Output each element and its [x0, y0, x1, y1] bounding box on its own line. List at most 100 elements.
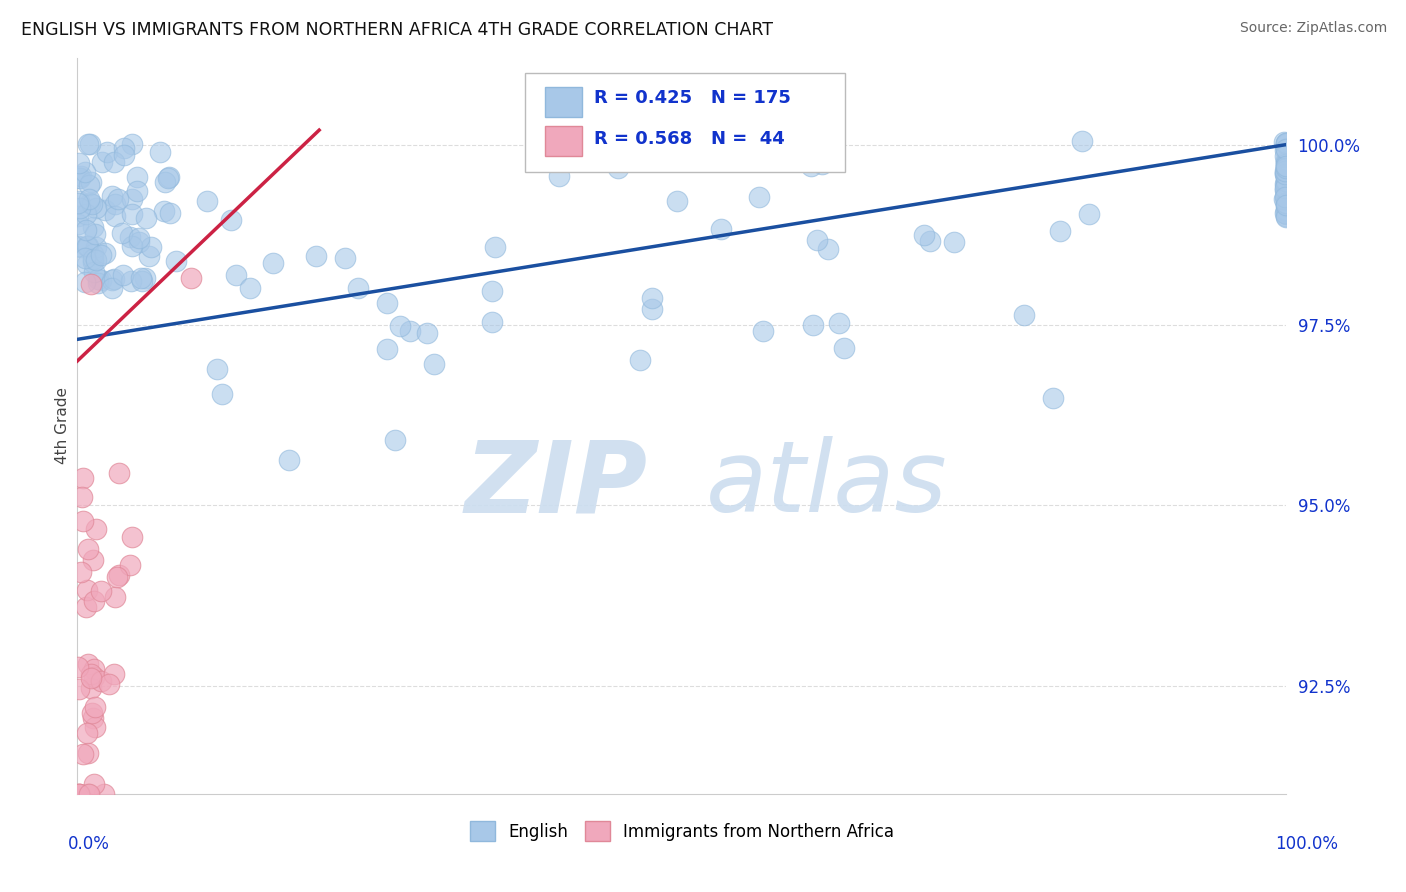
Point — [1275, 159, 1298, 173]
Point — [75, 600, 97, 615]
Point — [76, 238, 98, 252]
Text: R = 0.568   N =  44: R = 0.568 N = 44 — [593, 130, 785, 148]
Point — [67, 660, 90, 674]
FancyBboxPatch shape — [546, 127, 582, 156]
Point — [84, 252, 107, 267]
Point — [80, 666, 103, 681]
Point — [1012, 308, 1035, 322]
Point — [1275, 210, 1298, 224]
Point — [90, 248, 112, 262]
Point — [165, 253, 187, 268]
Point — [103, 667, 125, 681]
Y-axis label: 4th Grade: 4th Grade — [55, 387, 70, 465]
Point — [90, 674, 112, 689]
Point — [1275, 174, 1298, 188]
Point — [83, 593, 105, 607]
Point — [1275, 205, 1298, 219]
Point — [67, 787, 90, 801]
Point — [814, 145, 837, 160]
Point — [84, 720, 107, 734]
Point — [384, 433, 406, 447]
Point — [1275, 164, 1298, 178]
Point — [768, 134, 790, 148]
Point — [1274, 164, 1296, 178]
Point — [77, 192, 100, 206]
Point — [67, 787, 90, 801]
Point — [800, 159, 823, 173]
Point — [801, 318, 824, 332]
Point — [1275, 196, 1298, 211]
Point — [607, 161, 630, 176]
Point — [80, 681, 103, 696]
Point — [1274, 190, 1296, 204]
Point — [77, 787, 100, 801]
Point — [83, 777, 105, 791]
Point — [70, 169, 93, 183]
Point — [423, 357, 446, 371]
Point — [641, 291, 664, 305]
Point — [121, 136, 143, 151]
Point — [388, 318, 411, 333]
Point — [82, 220, 104, 235]
Point — [84, 240, 107, 254]
Text: R = 0.425   N = 175: R = 0.425 N = 175 — [593, 89, 790, 107]
Point — [1049, 224, 1071, 238]
Point — [84, 227, 107, 241]
Point — [101, 189, 124, 203]
Point — [84, 522, 107, 536]
Point — [67, 194, 90, 208]
Point — [806, 233, 828, 247]
Point — [1275, 186, 1298, 200]
Point — [104, 209, 127, 223]
Text: 100.0%: 100.0% — [1275, 835, 1339, 853]
Point — [134, 270, 156, 285]
Point — [1078, 207, 1101, 221]
Point — [159, 206, 181, 220]
Text: Source: ZipAtlas.com: Source: ZipAtlas.com — [1240, 21, 1388, 35]
Point — [1274, 183, 1296, 197]
Legend: English, Immigrants from Northern Africa: English, Immigrants from Northern Africa — [463, 814, 901, 848]
Point — [1274, 168, 1296, 182]
Point — [121, 239, 143, 253]
Point — [832, 341, 855, 355]
Point — [107, 192, 129, 206]
Point — [211, 386, 233, 401]
Point — [127, 185, 149, 199]
Text: ENGLISH VS IMMIGRANTS FROM NORTHERN AFRICA 4TH GRADE CORRELATION CHART: ENGLISH VS IMMIGRANTS FROM NORTHERN AFRI… — [21, 21, 773, 38]
Point — [80, 197, 103, 211]
Point — [111, 226, 134, 240]
Point — [481, 285, 503, 299]
Point — [1275, 178, 1298, 193]
Point — [1275, 190, 1298, 204]
Point — [77, 657, 100, 672]
FancyBboxPatch shape — [546, 87, 582, 117]
Point — [1274, 174, 1296, 188]
Point — [84, 699, 107, 714]
Point — [1275, 159, 1298, 173]
Point — [120, 273, 142, 287]
Point — [66, 239, 89, 253]
Point — [1275, 164, 1298, 178]
Point — [101, 281, 124, 295]
Point — [1275, 142, 1298, 156]
Point — [103, 272, 125, 286]
Point — [1274, 177, 1296, 191]
Point — [138, 248, 160, 262]
Point — [105, 570, 128, 584]
Point — [67, 171, 90, 186]
Point — [67, 681, 90, 696]
Point — [751, 324, 773, 338]
Point — [77, 178, 100, 193]
Point — [207, 362, 229, 376]
Point — [278, 453, 301, 467]
Point — [70, 240, 93, 254]
Point — [108, 466, 131, 480]
Point — [82, 711, 104, 725]
Point — [75, 275, 97, 289]
Point — [153, 203, 176, 218]
Point — [79, 136, 101, 151]
Point — [1275, 161, 1298, 175]
Point — [121, 530, 143, 544]
Point — [72, 471, 94, 485]
Point — [1275, 207, 1298, 221]
